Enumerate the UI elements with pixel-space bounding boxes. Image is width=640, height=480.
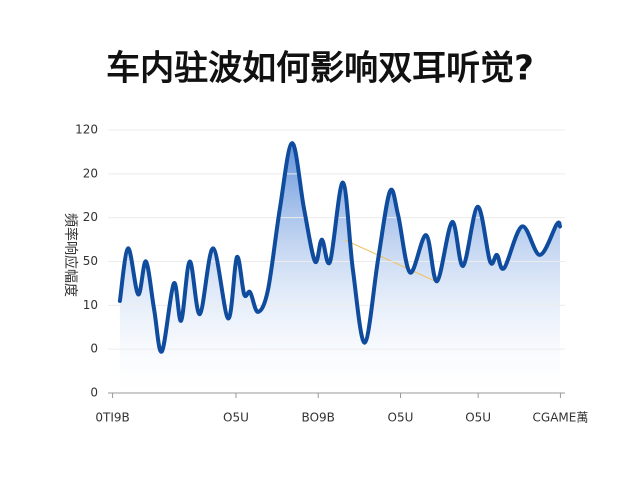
y-axis-label: 頻率响应幅度 xyxy=(62,213,79,297)
x-tick-label: CGAME萬 xyxy=(533,411,589,425)
y-tick-label: 50 xyxy=(83,254,98,268)
y-tick-label: 20 xyxy=(83,166,98,180)
y-tick-label: 120 xyxy=(75,123,98,137)
x-tick-label: 0TI9B xyxy=(95,411,129,425)
line xyxy=(117,141,562,354)
x-tick-label: O5U xyxy=(388,411,414,425)
y-tick-label: 10 xyxy=(83,298,98,312)
y-tick-label: 20 xyxy=(83,210,98,224)
x-tick-label: O5U xyxy=(465,411,491,425)
y-tick-label: 0 xyxy=(90,386,98,400)
x-tick-label: BO9B xyxy=(302,411,335,425)
chart-title: 车内驻波如何影响双耳听觉? xyxy=(106,49,534,89)
y-tick-label: 0 xyxy=(90,342,98,356)
area xyxy=(119,143,560,393)
x-tick-label: O5U xyxy=(223,411,249,425)
